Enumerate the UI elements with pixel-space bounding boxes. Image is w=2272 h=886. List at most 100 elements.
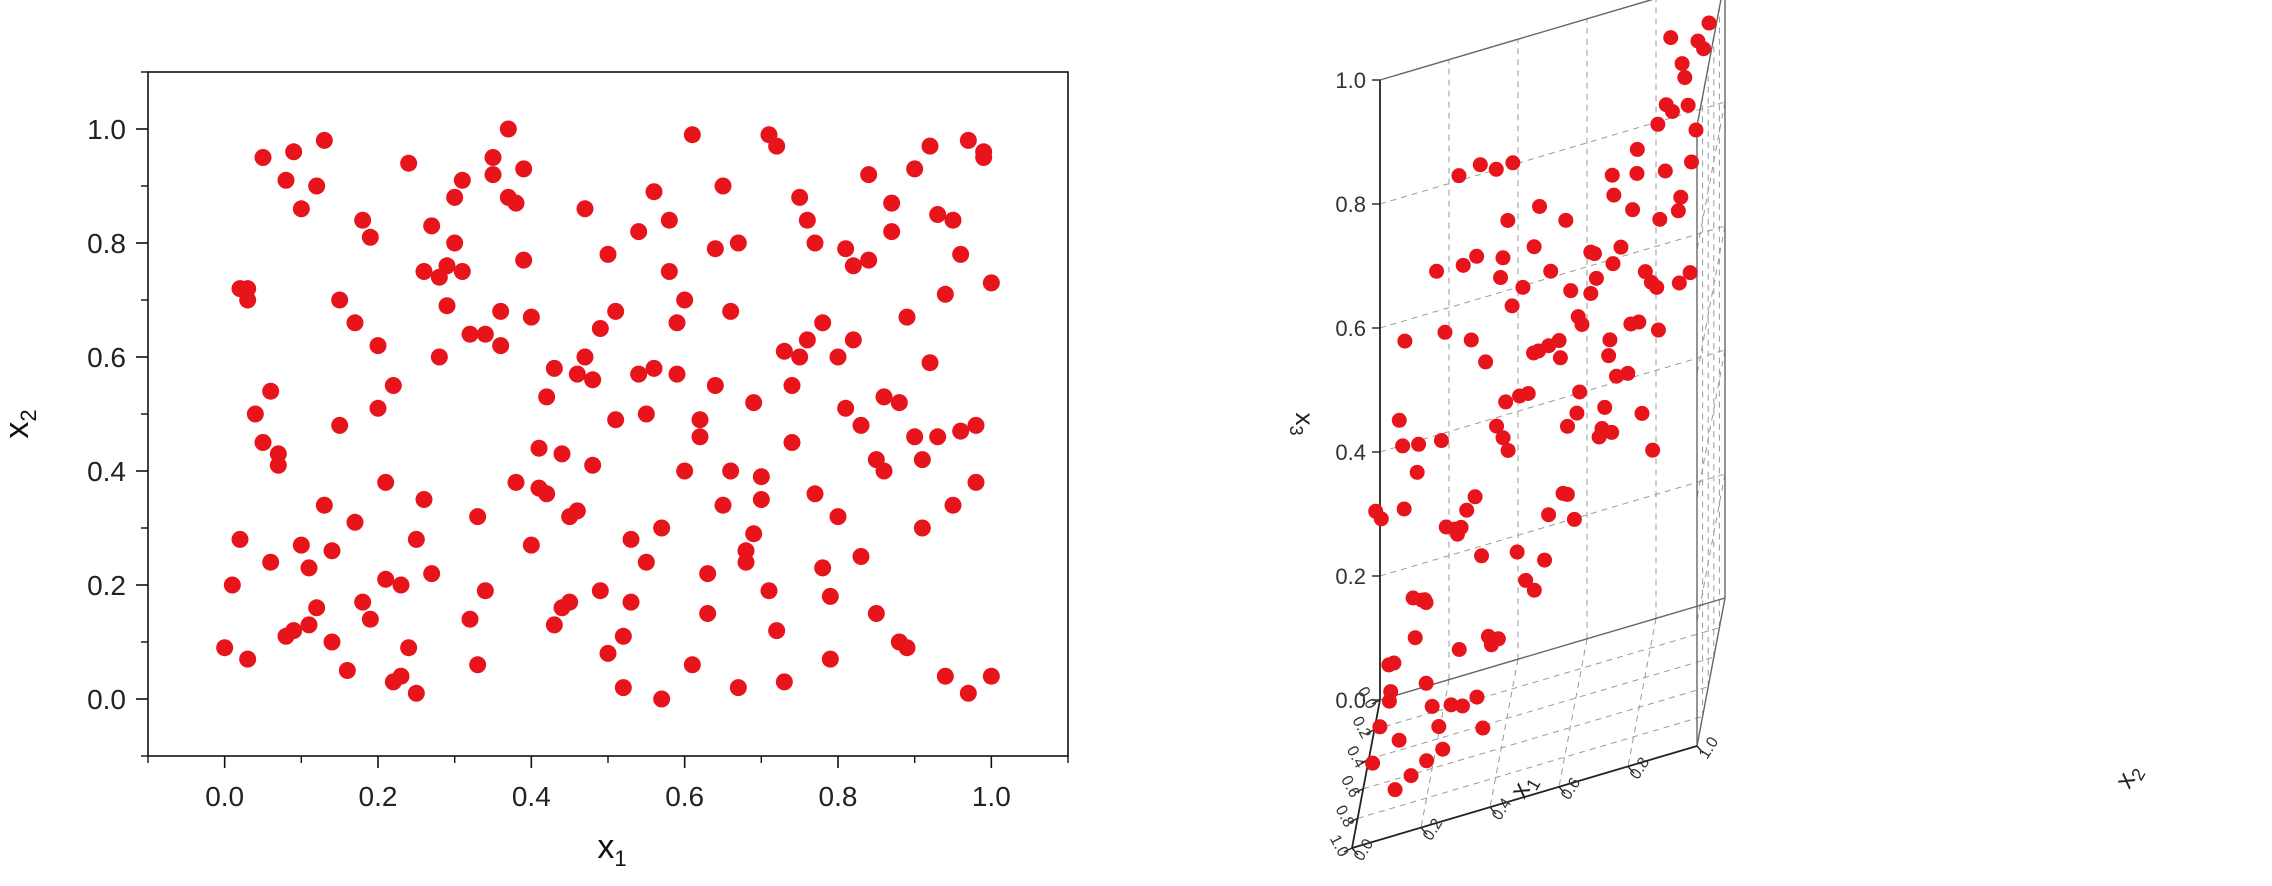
scatter-point <box>944 496 962 514</box>
scatter-point <box>400 154 418 172</box>
scatter-point-3d <box>1677 70 1693 86</box>
scatter-point <box>515 251 533 269</box>
scatter-point <box>423 217 441 235</box>
scatter-point <box>821 650 839 668</box>
scatter-point-3d <box>1467 489 1483 505</box>
ticks-3d: 0.00.20.40.60.81.00.00.20.40.60.81.0 0.00… <box>1326 68 1722 864</box>
scatter-point <box>607 302 625 320</box>
scatter-point <box>921 354 939 372</box>
x2-tick <box>1489 806 1497 815</box>
scatter-point <box>630 365 648 383</box>
scatter-point <box>377 473 395 491</box>
scatter-point-3d <box>1674 56 1690 72</box>
scatter-point <box>315 131 333 149</box>
scatter-point <box>844 331 862 349</box>
scatter-point <box>392 667 410 685</box>
scatter-point <box>906 428 924 446</box>
scatter-point-3d <box>1463 332 1479 348</box>
scatter-point <box>522 536 540 554</box>
scatter-point <box>292 200 310 218</box>
scatter-point <box>798 331 816 349</box>
scatter-point <box>415 263 433 280</box>
scatter-point-3d <box>1474 548 1490 564</box>
z-tick-label: 0.8 <box>1335 192 1366 217</box>
scatter-point-3d <box>1500 442 1516 458</box>
scatter-point-3d <box>1650 322 1666 338</box>
scatter-point <box>415 491 433 508</box>
scatter-point <box>354 211 372 229</box>
scatter-point <box>645 183 663 201</box>
scatter-point <box>262 382 280 400</box>
scatter-point-3d <box>1435 741 1451 757</box>
scatter-point-3d <box>1418 595 1434 611</box>
scatter-point <box>982 274 1000 292</box>
scatter-2d-chart: 0.0 0.2 0.4 0.6 0.8 1.00.00.20.40.60.81.0 x1 … <box>0 71 1069 871</box>
scatter-point <box>699 565 717 583</box>
scatter-point <box>438 297 456 315</box>
scatter-point <box>783 377 801 394</box>
scatter-point-3d <box>1570 309 1586 325</box>
scatter-point-3d <box>1663 30 1679 46</box>
scatter-point <box>775 673 793 691</box>
gridline <box>1363 686 1709 790</box>
scatter-point <box>591 320 609 337</box>
scatter-point <box>975 143 993 161</box>
x-tick-label: 0.6 <box>665 781 704 812</box>
x1-tick <box>1343 847 1353 853</box>
scatter-point-3d <box>1543 263 1559 279</box>
scatter-point <box>952 245 970 263</box>
scatter-point-3d <box>1680 97 1696 113</box>
scatter-point <box>591 582 609 600</box>
x2-tick-label: 0.2 <box>1420 816 1446 844</box>
scatter-point-3d <box>1657 163 1673 179</box>
scatter-point <box>860 166 878 184</box>
scatter-point <box>599 644 617 662</box>
y-tick-label: 0.2 <box>87 570 126 601</box>
scatter-point <box>607 411 625 429</box>
gridline <box>1357 715 1703 819</box>
scatter-point-3d <box>1613 239 1629 255</box>
scatter-point-3d <box>1526 239 1542 255</box>
gridline <box>1696 473 1726 623</box>
scatter-point <box>714 177 732 195</box>
scatter-point-3d <box>1493 270 1509 286</box>
x2-tick-label: 0.8 <box>1627 755 1653 783</box>
scatter-point <box>630 223 648 241</box>
scatter-point <box>346 513 364 531</box>
scatter-point <box>400 639 418 657</box>
scatter-point <box>384 377 402 394</box>
scatter-point <box>952 422 970 440</box>
scatter-point-3d <box>1495 430 1511 446</box>
scatter-point <box>484 166 502 184</box>
scatter-point <box>354 593 372 611</box>
scatter-point <box>898 639 916 657</box>
x2-tick <box>1351 847 1359 856</box>
x2-tick-label: 0.4 <box>1489 795 1515 823</box>
x2-axis-line <box>1351 745 1698 849</box>
scatter-point <box>223 576 241 594</box>
scatter-point-3d <box>1572 384 1588 400</box>
scatter-point-3d <box>1629 165 1645 181</box>
scatter-point <box>331 416 349 434</box>
scatter-point-3d <box>1419 753 1435 769</box>
scatter-point <box>430 348 448 366</box>
scatter-point <box>285 143 303 161</box>
scatter-point-3d <box>1608 368 1624 384</box>
x1-tick-label: 0.6 <box>1337 773 1362 801</box>
gridline <box>1489 659 1519 808</box>
gridline <box>1368 656 1714 760</box>
scatter-point-3d <box>1455 257 1471 273</box>
scatter-point-3d <box>1652 211 1668 227</box>
scatter-point <box>369 399 387 417</box>
scatter-point <box>446 188 464 206</box>
scatter-point <box>844 257 862 275</box>
scatter-point <box>614 627 632 645</box>
scatter-point <box>653 519 671 537</box>
scatter-point-3d <box>1629 141 1645 157</box>
scatter-point <box>461 610 479 628</box>
scatter-point-3d <box>1634 405 1650 421</box>
scatter-point-3d <box>1569 405 1585 421</box>
scatter-point-3d <box>1673 189 1689 205</box>
y-tick-label: 0.6 <box>87 342 126 373</box>
